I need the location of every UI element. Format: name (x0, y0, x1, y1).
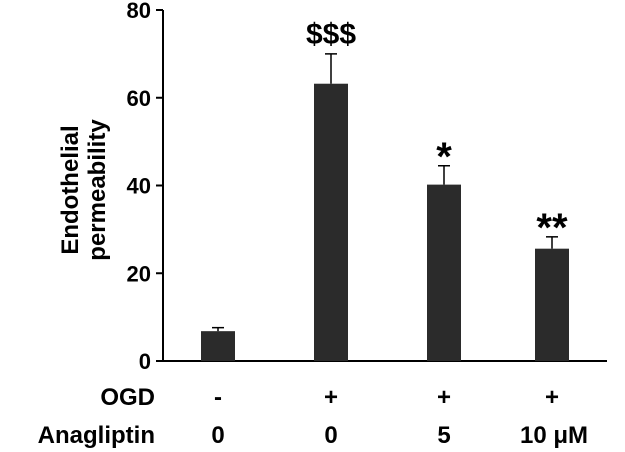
y-axis-label: Endothelial (57, 125, 84, 254)
bar (201, 331, 235, 361)
y-axis-label-group: Endothelial permeability (57, 119, 111, 261)
y-tick-label: 80 (127, 0, 151, 23)
y-tick-label: 60 (127, 86, 151, 111)
condition-row-label: Anagliptin (38, 422, 155, 449)
significance-mark: * (436, 135, 452, 179)
condition-value: 0 (211, 422, 224, 449)
condition-value: 10 μM (520, 422, 588, 449)
significance-mark: $$$ (306, 18, 356, 51)
y-tick-label: 40 (127, 174, 151, 199)
bar (535, 248, 569, 361)
y-tick-label: 0 (139, 349, 151, 374)
bars-group: $$$*** (201, 18, 569, 362)
condition-value: + (545, 384, 559, 411)
condition-value: + (324, 384, 338, 411)
y-axis-label: permeability (84, 119, 111, 261)
condition-value: 5 (437, 422, 450, 449)
significance-mark: ** (536, 206, 568, 250)
condition-value: - (214, 384, 222, 411)
y-axis: 0 20 40 60 80 (127, 0, 164, 374)
y-tick-label: 20 (127, 261, 151, 286)
condition-row-label: OGD (100, 384, 155, 411)
condition-table: OGD - + + + Anagliptin 0 0 5 10 μM (38, 384, 588, 449)
bar (314, 83, 348, 362)
bar (427, 184, 461, 361)
condition-value: + (437, 384, 451, 411)
condition-value: 0 (324, 422, 337, 449)
